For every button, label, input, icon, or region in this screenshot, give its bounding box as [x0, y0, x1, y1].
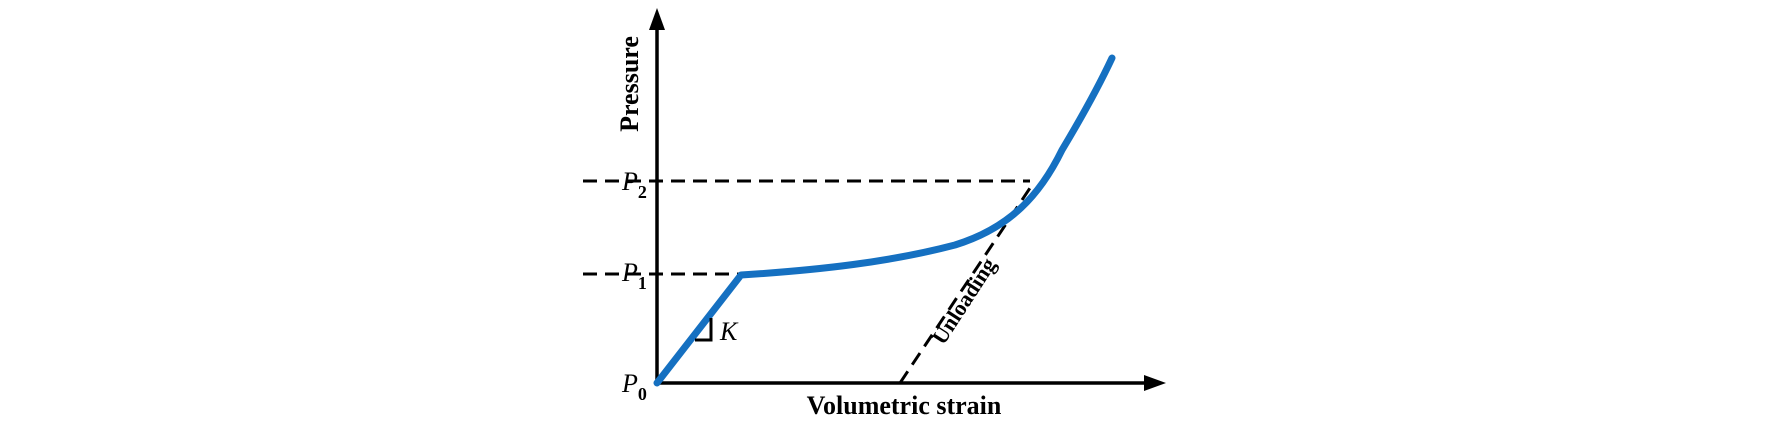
p0-label: P0 — [621, 369, 647, 404]
unloading-dashed-line — [898, 187, 1032, 384]
slope-label: K — [719, 317, 739, 346]
x-axis-arrow — [1144, 375, 1166, 391]
p1-label: P1 — [621, 258, 647, 293]
x-axis-title: Volumetric strain — [807, 391, 1002, 420]
y-axis-arrow — [649, 8, 665, 30]
p2-label: P2 — [621, 167, 647, 202]
y-axis-title: Pressure — [615, 36, 644, 132]
loading-curve — [653, 54, 1116, 387]
unloading-label: Unloading — [927, 253, 1001, 349]
slope-triangle — [695, 318, 713, 342]
